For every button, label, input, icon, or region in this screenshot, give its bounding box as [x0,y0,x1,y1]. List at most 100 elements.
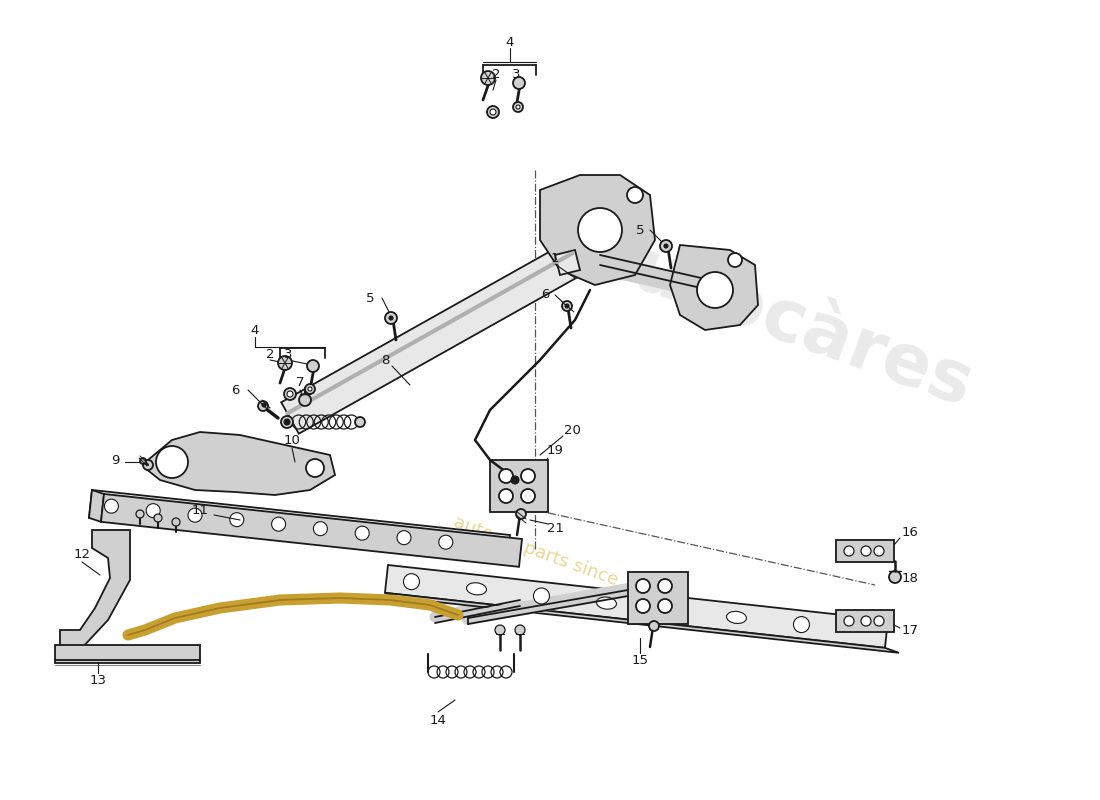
Circle shape [861,616,871,626]
Circle shape [143,460,153,470]
Text: 6: 6 [231,383,239,397]
Polygon shape [101,494,522,567]
Bar [490,460,548,512]
Circle shape [663,602,680,618]
Circle shape [146,504,161,518]
Circle shape [188,508,202,522]
Polygon shape [385,593,899,653]
Circle shape [439,535,453,549]
Circle shape [513,77,525,89]
Text: 2: 2 [492,67,500,81]
Text: 3: 3 [284,349,293,362]
Bar [836,540,894,562]
Text: 5: 5 [636,223,645,237]
Circle shape [140,458,146,464]
Polygon shape [89,490,104,522]
Circle shape [355,417,365,427]
Bar [836,610,894,632]
Text: autocar parts since 1985: autocar parts since 1985 [451,513,669,607]
Circle shape [636,599,650,613]
Text: 4: 4 [506,35,514,49]
Circle shape [306,459,324,477]
Circle shape [793,617,810,633]
Circle shape [512,476,519,484]
Text: eurocàres: eurocàres [578,218,982,422]
Circle shape [280,416,293,428]
Bar [628,572,688,624]
Circle shape [487,106,499,118]
Circle shape [284,388,296,400]
Circle shape [154,514,162,522]
Circle shape [307,360,319,372]
Circle shape [513,102,522,112]
Circle shape [658,599,672,613]
Circle shape [660,240,672,252]
Text: 10: 10 [284,434,300,446]
Circle shape [658,579,672,593]
Text: 18: 18 [902,571,918,585]
Circle shape [521,469,535,483]
Text: 12: 12 [74,549,90,562]
Circle shape [389,316,393,320]
Polygon shape [670,245,758,330]
Polygon shape [556,250,580,275]
Text: 21: 21 [547,522,563,534]
Circle shape [516,509,526,519]
Text: 5: 5 [365,291,374,305]
Text: 19: 19 [547,443,563,457]
Circle shape [521,489,535,503]
Circle shape [499,469,513,483]
Circle shape [287,391,293,397]
Circle shape [308,387,312,391]
Circle shape [562,301,572,311]
Circle shape [172,518,180,526]
Text: 14: 14 [430,714,447,726]
Circle shape [262,403,266,407]
Text: 15: 15 [631,654,649,666]
Circle shape [515,625,525,635]
Circle shape [728,253,743,267]
Circle shape [889,571,901,583]
Circle shape [861,546,871,556]
Circle shape [844,546,854,556]
Circle shape [874,546,884,556]
Circle shape [578,208,621,252]
Circle shape [230,513,244,526]
Polygon shape [385,565,888,648]
Ellipse shape [596,597,616,609]
Polygon shape [60,530,130,650]
Text: 13: 13 [89,674,107,686]
Polygon shape [540,175,654,285]
Circle shape [397,530,411,545]
Text: 9: 9 [111,454,119,466]
Circle shape [272,517,286,531]
Circle shape [355,526,370,540]
Circle shape [636,579,650,593]
Circle shape [649,621,659,631]
Circle shape [385,312,397,324]
Text: 17: 17 [902,623,918,637]
Text: 2: 2 [266,349,274,362]
Circle shape [404,574,419,590]
Circle shape [305,384,315,394]
Text: 3: 3 [512,67,520,81]
Circle shape [874,616,884,626]
Circle shape [495,625,505,635]
Text: 20: 20 [563,423,581,437]
Text: 11: 11 [191,503,209,517]
Circle shape [844,616,854,626]
Circle shape [565,304,569,308]
Circle shape [516,105,520,109]
Polygon shape [145,432,336,495]
Circle shape [481,71,495,85]
Circle shape [299,394,311,406]
Circle shape [136,510,144,518]
Circle shape [534,588,550,604]
Circle shape [258,401,268,411]
Text: 6: 6 [541,289,549,302]
Circle shape [314,522,328,536]
Polygon shape [89,490,510,563]
Ellipse shape [466,582,486,595]
Ellipse shape [726,611,747,623]
Circle shape [156,446,188,478]
